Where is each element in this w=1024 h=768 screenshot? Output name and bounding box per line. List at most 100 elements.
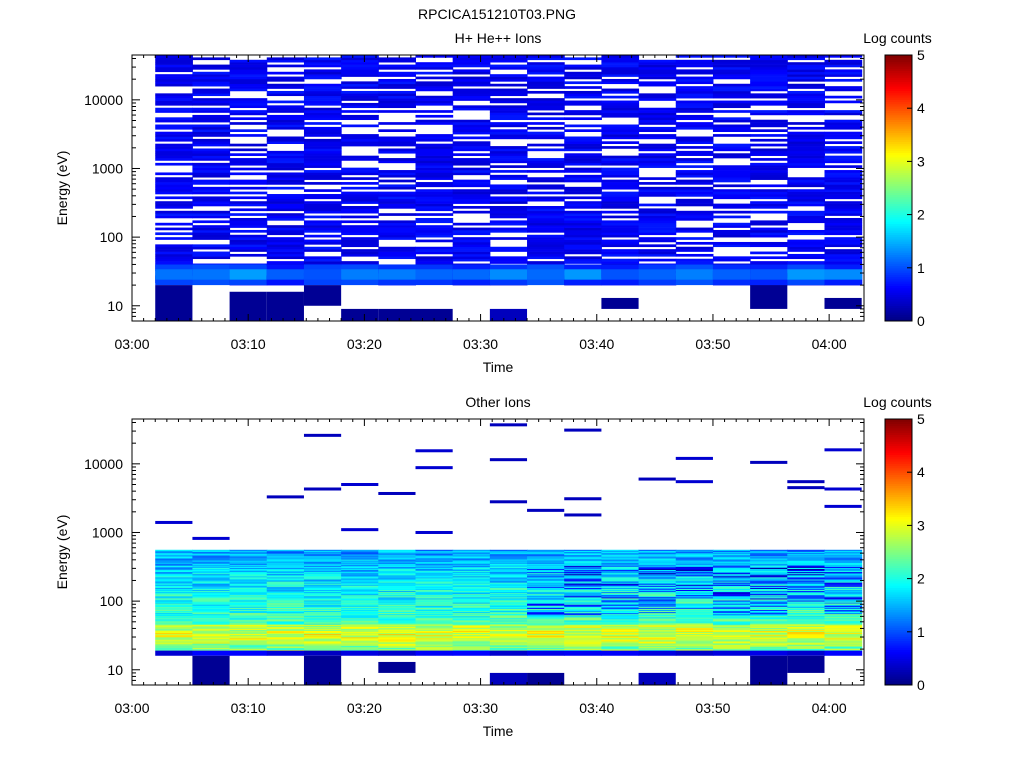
heatmap-cell (564, 561, 602, 563)
heatmap-cell (452, 579, 491, 581)
heatmap-cell (638, 155, 677, 159)
heatmap-cell (192, 182, 231, 185)
heatmap-cell (489, 594, 528, 597)
heatmap-cell (303, 177, 342, 180)
heatmap-cell (675, 572, 714, 575)
heatmap-cell (489, 269, 528, 280)
heatmap-cell (303, 261, 342, 264)
heatmap-cell (601, 580, 640, 582)
heatmap-cell (601, 621, 640, 623)
heatmap-cell (341, 587, 379, 589)
heatmap-cell (303, 590, 342, 593)
heatmap-cell (601, 297, 639, 309)
heatmap-cell (155, 627, 193, 629)
heatmap-cell (489, 196, 528, 200)
heatmap-cell (564, 177, 602, 180)
heatmap-cell (229, 239, 268, 243)
heatmap-cell (452, 119, 491, 123)
heatmap-cell (564, 584, 602, 586)
heatmap-cell (452, 624, 491, 626)
heatmap-cell (341, 602, 379, 604)
heatmap-cell (192, 595, 231, 598)
heatmap-cell (192, 620, 231, 622)
heatmap-cell (787, 600, 825, 602)
heatmap-cell (527, 623, 565, 625)
heatmap-cell (527, 639, 565, 641)
heatmap-cell (638, 122, 677, 125)
heatmap-cell (229, 640, 268, 642)
heatmap-cell (527, 646, 565, 648)
heatmap-cell (341, 62, 379, 65)
colorbar-segment (885, 629, 912, 633)
heatmap-cell (824, 630, 863, 633)
heatmap-cell (824, 621, 863, 623)
heatmap-cell (787, 165, 825, 168)
heatmap-cell (303, 608, 342, 610)
heatmap-cell (601, 107, 640, 111)
heatmap-cell (489, 124, 528, 128)
heatmap-cell (452, 253, 491, 257)
heatmap-cell (378, 565, 417, 567)
heatmap-cell (638, 645, 677, 647)
heatmap-cell (564, 117, 602, 121)
heatmap-cell (192, 76, 231, 80)
heatmap-cell (378, 549, 417, 552)
heatmap-cell (192, 593, 231, 596)
heatmap-cell (824, 585, 863, 587)
heatmap-cell (750, 119, 788, 123)
colorbar-segment (885, 478, 912, 482)
heatmap-cell (564, 513, 602, 517)
heatmap-cell (601, 603, 640, 605)
colorbar-segment (885, 481, 912, 484)
heatmap-cell (155, 562, 193, 564)
colorbar-segment (885, 221, 912, 224)
heatmap-cell (452, 129, 491, 133)
heatmap-cell (787, 587, 825, 589)
heatmap-cell (192, 610, 231, 613)
heatmap-cell (452, 617, 491, 619)
heatmap-cell (341, 251, 379, 255)
colorbar-tick-label: 3 (917, 517, 925, 533)
colorbar-segment (885, 447, 912, 451)
heatmap-cell (303, 131, 342, 135)
heatmap-cell (712, 625, 751, 627)
heatmap-cell (378, 573, 417, 576)
heatmap-cell (787, 643, 825, 645)
heatmap-cell (527, 206, 565, 209)
heatmap-cell (303, 269, 342, 280)
heatmap-cell (527, 62, 565, 65)
heatmap-cell (378, 646, 417, 648)
heatmap-cell (415, 558, 454, 560)
heatmap-cell (712, 592, 751, 595)
heatmap-cell (601, 607, 640, 609)
heatmap-cell (489, 626, 528, 628)
heatmap-cell (824, 239, 863, 243)
heatmap-cell (266, 568, 305, 571)
heatmap-cell (750, 648, 788, 650)
heatmap-cell (675, 586, 714, 588)
heatmap-cell (266, 237, 305, 240)
heatmap-cell (452, 553, 491, 556)
heatmap-cell (675, 456, 713, 460)
colorbar-segment (885, 607, 912, 611)
heatmap-cell (341, 232, 379, 236)
heatmap-cell (564, 582, 602, 584)
heatmap-cell (824, 225, 863, 228)
heatmap-cell (341, 136, 379, 140)
heatmap-cell (527, 143, 565, 147)
heatmap-cell (601, 229, 640, 233)
heatmap-cell (415, 633, 454, 636)
heatmap-cell (489, 555, 528, 557)
heatmap-cell (452, 604, 491, 606)
heatmap-cell (415, 76, 454, 80)
heatmap-cell (787, 150, 825, 154)
heatmap-cell (155, 615, 193, 618)
heatmap-cell (750, 460, 788, 464)
heatmap-cell (675, 605, 714, 607)
heatmap-cell (527, 210, 565, 214)
heatmap-cell (303, 571, 342, 574)
heatmap-cell (415, 206, 454, 209)
heatmap-cell (415, 100, 454, 104)
heatmap-cell (155, 619, 193, 621)
heatmap-cell (341, 138, 379, 142)
